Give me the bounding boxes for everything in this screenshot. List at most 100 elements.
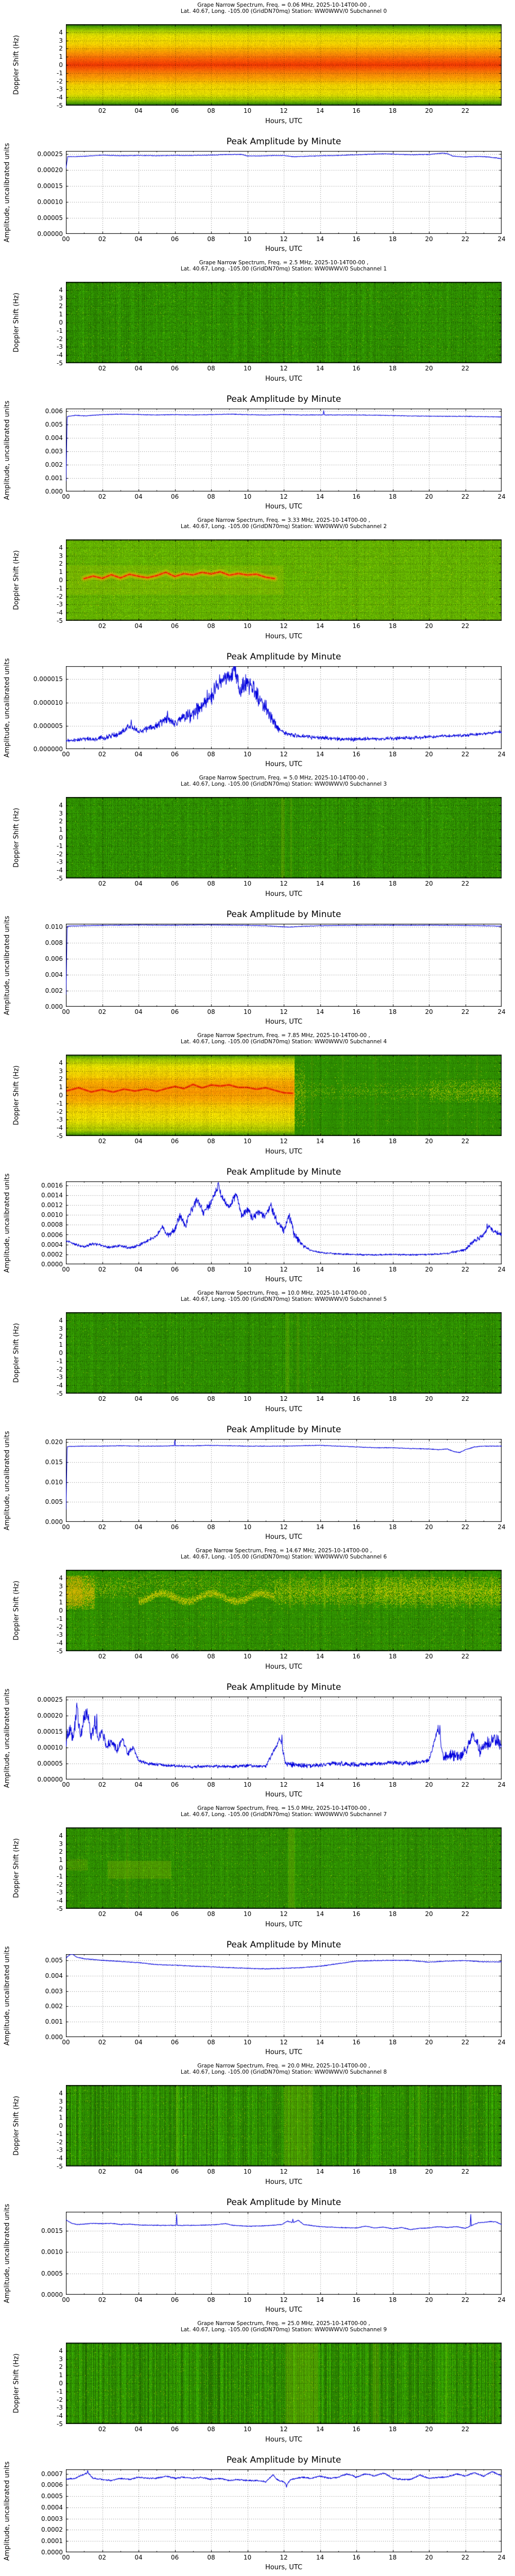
spectrogram-x-tick-label: 14 xyxy=(316,622,324,630)
amplitude-x-tick-label: 02 xyxy=(98,1523,107,1531)
doppler-y-tick-label: 4 xyxy=(59,1832,63,1839)
amplitude-y-tick-label: 0.0002 xyxy=(41,1250,63,1258)
spectrogram-x-tick-label: 10 xyxy=(243,1395,252,1402)
amplitude-x-tick-label: 12 xyxy=(280,2554,288,2561)
spectrogram-x-tick-label: 22 xyxy=(461,365,470,372)
amplitude-x-tick-label: 24 xyxy=(497,493,506,500)
spectrogram-x-tick-label: 18 xyxy=(388,1138,397,1145)
doppler-y-tick-label: -4 xyxy=(57,867,63,874)
doppler-y-tick-label: 1 xyxy=(59,1083,63,1091)
amplitude-y-tick-label: 0.0001 xyxy=(41,2537,63,2545)
amplitude-y-tick-label: 0.00025 xyxy=(37,1696,63,1704)
amplitude-x-tick-label: 14 xyxy=(316,1781,324,1788)
spectrogram-x-tick-label: 18 xyxy=(388,1910,397,1918)
spectrogram-x-tick-label: 16 xyxy=(352,365,360,372)
spectrogram-x-tick-label: 22 xyxy=(461,1653,470,1660)
amplitude-y-tick-label: 0.00000 xyxy=(37,230,63,238)
amplitude-x-tick-label: 16 xyxy=(352,493,360,500)
amplitude-y-tick-label: 0.0014 xyxy=(41,1191,63,1199)
spectrogram-x-tick-label: 04 xyxy=(134,1395,143,1402)
spectrogram-x-tick-label: 06 xyxy=(170,1138,179,1145)
amplitude-y-tick-label: 0.002 xyxy=(45,2003,63,2010)
doppler-y-tick-label: 2 xyxy=(59,560,63,568)
doppler-y-tick-label: 3 xyxy=(59,2097,63,2105)
spectrogram-x-tick-label: 02 xyxy=(98,1138,107,1145)
doppler-y-tick-label: 2 xyxy=(59,302,63,310)
spectrogram-x-tick-label: 08 xyxy=(207,1653,215,1660)
amplitude-xaxis-title: Hours, UTC xyxy=(265,245,303,253)
amplitude-y-tick-label: 0.002 xyxy=(45,987,63,995)
spectrogram-title-line1: Grape Narrow Spectrum, Freq. = 3.33 MHz,… xyxy=(197,517,370,523)
amplitude-x-tick-label: 00 xyxy=(62,2039,70,2046)
spectrogram-x-tick-label: 16 xyxy=(352,880,360,887)
doppler-y-tick-label: -3 xyxy=(57,858,63,866)
amplitude-y-tick-label: 0.003 xyxy=(45,448,63,455)
doppler-y-tick-label: -1 xyxy=(57,327,63,334)
amplitude-x-tick-label: 18 xyxy=(388,2039,397,2046)
spectrogram-x-tick-label: 04 xyxy=(134,365,143,372)
doppler-y-tick-label: -2 xyxy=(57,850,63,858)
doppler-y-tick-label: 1 xyxy=(59,1341,63,1349)
amplitude-x-tick-label: 14 xyxy=(316,235,324,243)
doppler-y-tick-label: 4 xyxy=(59,1316,63,1324)
doppler-y-tick-label: -2 xyxy=(57,1108,63,1115)
doppler-y-tick-label: 1 xyxy=(59,2114,63,2122)
amplitude-y-tick-label: 0.0016 xyxy=(41,1181,63,1189)
spectrogram-x-tick-label: 22 xyxy=(461,2168,470,2175)
spectrogram-x-tick-label: 12 xyxy=(280,880,288,887)
spectrogram-title-line1: Grape Narrow Spectrum, Freq. = 20.0 MHz,… xyxy=(197,2063,370,2069)
amplitude-x-tick-label: 18 xyxy=(388,1523,397,1531)
amplitude-x-tick-label: 02 xyxy=(98,1008,107,1015)
amplitude-y-tick-label: 0.0000 xyxy=(41,2549,63,2556)
spectrogram-title-line1: Grape Narrow Spectrum, Freq. = 14.67 MHz… xyxy=(195,1548,372,1554)
amplitude-x-tick-label: 00 xyxy=(62,493,70,500)
amplitude-x-tick-label: 06 xyxy=(170,751,179,758)
amplitude-x-tick-label: 02 xyxy=(98,2554,107,2561)
spectrogram-x-tick-label: 18 xyxy=(388,1653,397,1660)
amplitude-x-tick-label: 00 xyxy=(62,2554,70,2561)
amplitude-x-tick-label: 04 xyxy=(134,751,143,758)
amplitude-x-tick-label: 06 xyxy=(170,1008,179,1015)
amplitude-x-tick-label: 24 xyxy=(497,1266,506,1273)
doppler-y-tick-label: -2 xyxy=(57,77,63,85)
amplitude-x-tick-label: 06 xyxy=(170,235,179,243)
doppler-y-tick-label: 2 xyxy=(59,2363,63,2371)
doppler-y-tick-label: -5 xyxy=(57,1648,63,1655)
spectrogram-title-line1: Grape Narrow Spectrum, Freq. = 10.0 MHz,… xyxy=(197,1290,370,1296)
spectrogram-x-tick-label: 20 xyxy=(425,2426,433,2433)
amplitude-plot-title: Peak Amplitude by Minute xyxy=(226,2455,341,2465)
spectrogram-xaxis-title: Hours, UTC xyxy=(265,2178,303,2186)
doppler-y-tick-label: -2 xyxy=(57,1365,63,1373)
amplitude-x-tick-label: 14 xyxy=(316,1266,324,1273)
subchannel-block-2: Grape Narrow Spectrum, Freq. = 3.33 MHz,… xyxy=(0,515,515,773)
doppler-y-tick-label: -3 xyxy=(57,1889,63,1896)
doppler-y-tick-label: -1 xyxy=(57,69,63,77)
amplitude-y-tick-label: 0.0002 xyxy=(41,2526,63,2534)
spectrogram-xaxis-title: Hours, UTC xyxy=(265,890,303,898)
amplitude-y-tick-label: 0.003 xyxy=(45,1987,63,1995)
amplitude-x-tick-label: 00 xyxy=(62,2296,70,2303)
amplitude-x-tick-label: 02 xyxy=(98,1781,107,1788)
amplitude-y-tick-label: 0.010 xyxy=(45,923,63,931)
doppler-y-tick-label: -5 xyxy=(57,102,63,109)
amplitude-canvas xyxy=(66,1954,502,2037)
amplitude-x-tick-label: 18 xyxy=(388,235,397,243)
spectrogram-title-line1: Grape Narrow Spectrum, Freq. = 2.5 MHz, … xyxy=(199,260,369,266)
amplitude-x-tick-label: 06 xyxy=(170,1523,179,1531)
spectrogram-x-tick-label: 12 xyxy=(280,1395,288,1402)
spectrogram-x-tick-label: 08 xyxy=(207,2168,215,2175)
spectrogram-x-tick-label: 04 xyxy=(134,107,143,114)
spectrogram-x-tick-label: 12 xyxy=(280,622,288,630)
amplitude-x-tick-label: 20 xyxy=(425,1523,433,1531)
amplitude-y-tick-label: 0.006 xyxy=(45,408,63,415)
spectrogram-x-tick-label: 06 xyxy=(170,1910,179,1918)
amplitude-canvas xyxy=(66,1181,502,1264)
spectrogram-x-tick-label: 20 xyxy=(425,365,433,372)
amplitude-axis-label: Amplitude, uncalibrated units xyxy=(3,658,11,757)
subchannel-block-3: Grape Narrow Spectrum, Freq. = 5.0 MHz, … xyxy=(0,773,515,1030)
amplitude-y-tick-label: 0.0006 xyxy=(41,2481,63,2489)
doppler-y-tick-label: 0 xyxy=(59,319,63,326)
spectrogram-x-tick-label: 20 xyxy=(425,622,433,630)
doppler-y-tick-label: -5 xyxy=(57,2163,63,2170)
amplitude-y-tick-label: 0.0005 xyxy=(41,2493,63,2500)
